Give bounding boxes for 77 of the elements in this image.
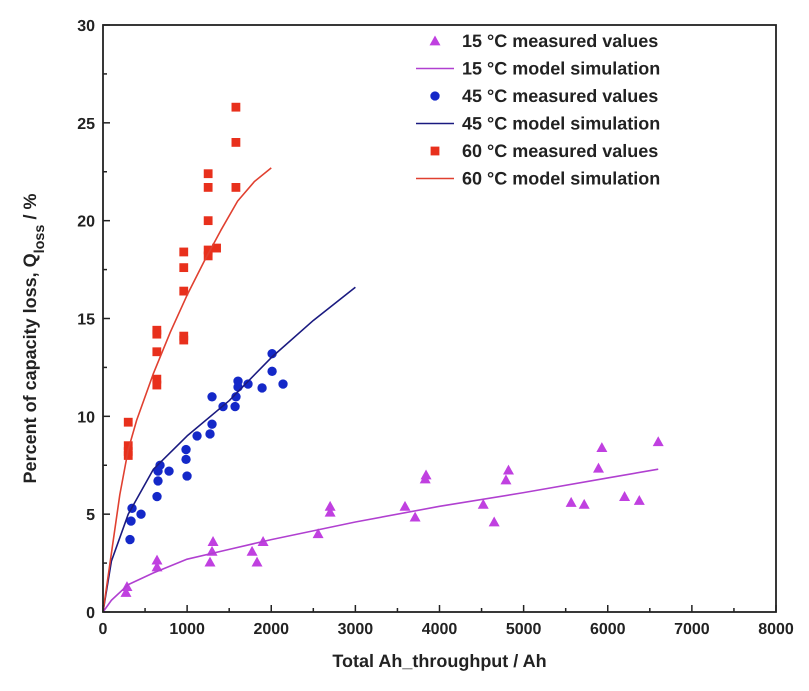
x-tick-label: 0 bbox=[98, 621, 108, 638]
point bbox=[500, 474, 512, 484]
point bbox=[400, 500, 411, 511]
point bbox=[182, 471, 192, 481]
point bbox=[252, 556, 263, 567]
point bbox=[204, 169, 213, 178]
point bbox=[192, 431, 202, 441]
point bbox=[502, 464, 514, 475]
point bbox=[205, 429, 215, 439]
legend-label: 45 °C measured values bbox=[462, 86, 658, 106]
point bbox=[152, 347, 162, 356]
point bbox=[420, 470, 432, 480]
point bbox=[181, 454, 191, 464]
point bbox=[488, 516, 500, 526]
point bbox=[204, 216, 213, 226]
point bbox=[592, 462, 604, 473]
point bbox=[212, 244, 221, 252]
point bbox=[152, 330, 162, 339]
x-tick-label: 6000 bbox=[590, 621, 626, 638]
point bbox=[312, 528, 324, 538]
legend-label: 15 °C measured values bbox=[462, 31, 658, 51]
y-tick-label: 25 bbox=[77, 116, 96, 133]
point bbox=[232, 183, 240, 192]
point bbox=[566, 496, 577, 507]
point bbox=[230, 402, 240, 412]
legend-label: 60 °C measured values bbox=[462, 141, 658, 161]
point bbox=[152, 492, 162, 502]
point bbox=[267, 366, 277, 376]
x-tick-label: 1000 bbox=[169, 621, 206, 638]
x-tick-label: 4000 bbox=[422, 621, 458, 638]
point bbox=[278, 379, 288, 389]
line-series bbox=[102, 468, 660, 613]
point bbox=[152, 380, 162, 390]
point bbox=[410, 512, 421, 522]
point bbox=[619, 491, 630, 501]
point bbox=[232, 138, 240, 147]
x-tick-label: 8000 bbox=[758, 621, 794, 638]
legend-label: 60 °C model simulation bbox=[462, 168, 660, 188]
x-tick-label: 7000 bbox=[674, 621, 710, 638]
point bbox=[152, 554, 163, 565]
x-tick-label: 5000 bbox=[506, 621, 542, 638]
point bbox=[246, 546, 258, 556]
y-tick-label: 10 bbox=[77, 409, 96, 426]
point bbox=[324, 500, 336, 511]
point bbox=[257, 383, 267, 393]
x-tick-label: 2000 bbox=[253, 621, 290, 638]
point bbox=[179, 336, 188, 344]
point bbox=[478, 498, 489, 509]
x-axis-title: Total Ah_throughput / Ah bbox=[332, 651, 547, 671]
point bbox=[153, 476, 163, 486]
point bbox=[634, 494, 645, 505]
point bbox=[125, 534, 135, 544]
point bbox=[232, 102, 240, 112]
point bbox=[652, 436, 664, 446]
point bbox=[179, 286, 188, 296]
point bbox=[136, 509, 146, 519]
point bbox=[179, 248, 188, 256]
point bbox=[126, 516, 136, 526]
point bbox=[164, 466, 174, 476]
point bbox=[596, 442, 608, 452]
y-tick-label: 15 bbox=[77, 312, 96, 328]
point bbox=[207, 392, 217, 402]
y-tick-label: 20 bbox=[77, 214, 96, 231]
point bbox=[208, 536, 219, 546]
y-tick-label: 5 bbox=[86, 507, 96, 524]
legend-label: 15 °C model simulation bbox=[462, 58, 660, 78]
point bbox=[204, 183, 213, 192]
point bbox=[207, 419, 217, 429]
point bbox=[179, 263, 188, 272]
y-tick-label: 30 bbox=[77, 18, 96, 35]
point bbox=[204, 556, 216, 567]
point bbox=[578, 498, 590, 509]
y-tick-label: 0 bbox=[86, 605, 96, 622]
legend-label: 45 °C model simulation bbox=[462, 114, 660, 134]
x-tick-label: 3000 bbox=[338, 621, 374, 638]
point bbox=[124, 418, 133, 427]
point bbox=[181, 444, 191, 454]
